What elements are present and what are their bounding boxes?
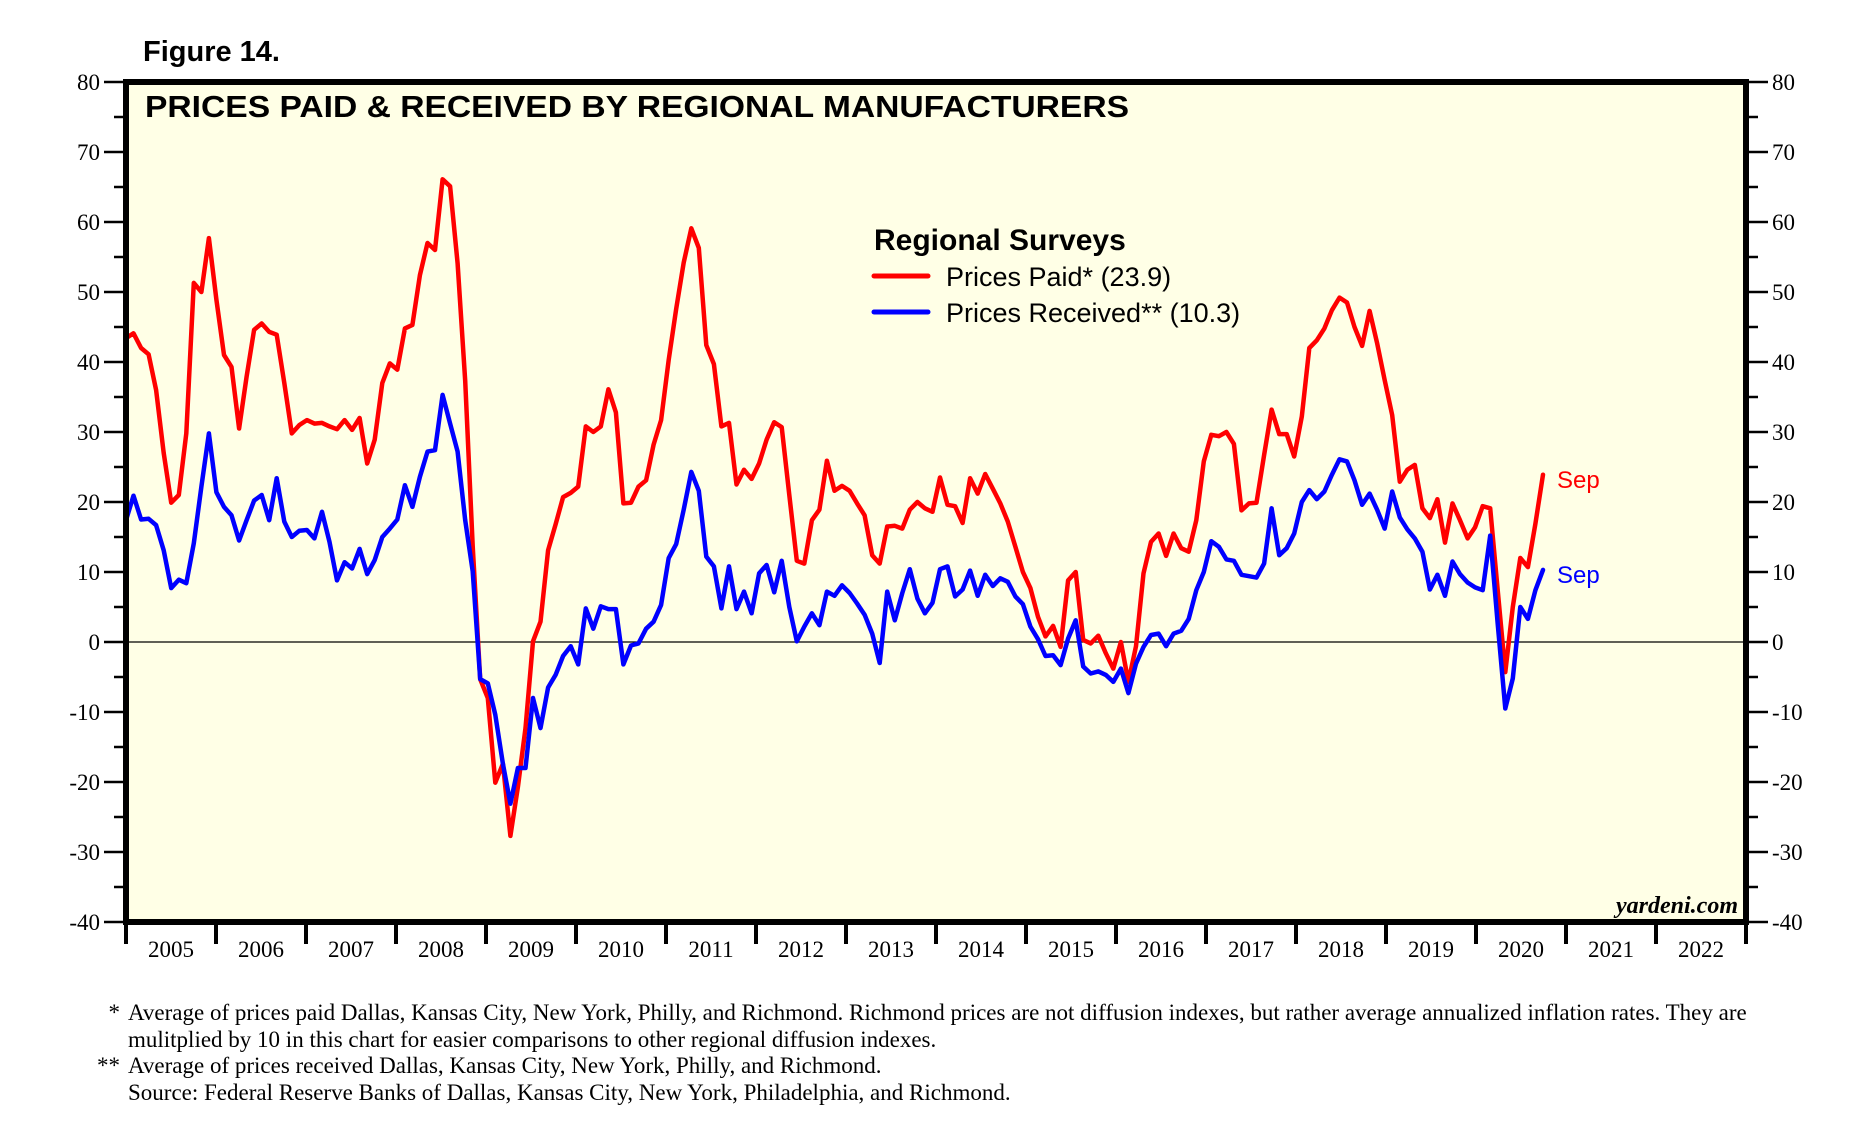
- legend: Regional Surveys Prices Paid* (23.9) Pri…: [871, 224, 1240, 328]
- y-tick-label-left: 70: [77, 140, 100, 165]
- legend-title: Regional Surveys: [874, 224, 1126, 257]
- x-tick-label: 2017: [1228, 937, 1274, 962]
- x-tick-label: 2018: [1318, 937, 1364, 962]
- footnote-mark: *: [108, 1000, 121, 1025]
- y-tick-label-left: 10: [77, 560, 100, 585]
- legend-label-prices-received: Prices Received** (10.3): [946, 298, 1240, 328]
- x-tick-label: 2012: [778, 937, 824, 962]
- y-axis-right: 80 70 60 50 40 30 20 10 0 -10 -20 -30 -40: [1746, 70, 1803, 935]
- legend-label-prices-paid: Prices Paid* (23.9): [946, 262, 1171, 292]
- y-tick-label-right: -10: [1772, 700, 1803, 725]
- x-tick-label: 2013: [868, 937, 914, 962]
- y-tick-label-left: 60: [77, 210, 100, 235]
- x-tick-label: 2019: [1408, 937, 1454, 962]
- y-tick-label-left: 80: [77, 70, 100, 95]
- series-layer: [123, 177, 1546, 839]
- y-tick-label-right: 80: [1772, 70, 1795, 95]
- y-tick-label-right: 30: [1772, 420, 1795, 445]
- x-tick-label: 2008: [418, 937, 464, 962]
- y-tick-label-left: -30: [69, 840, 100, 865]
- y-tick-label-right: 50: [1772, 280, 1795, 305]
- x-axis: 2005 2006 2007 2008 2009 2010 2011 2012 2013 2014…: [124, 922, 1748, 962]
- source-credit: yardeni.com: [1613, 893, 1738, 919]
- y-tick-label-right: -20: [1772, 770, 1803, 795]
- figure-label: Figure 14.: [143, 36, 280, 68]
- x-tick-label: 2010: [598, 937, 644, 962]
- x-tick-label: 2015: [1048, 937, 1094, 962]
- footnote-mark: [0, 1080, 128, 1107]
- chart-title: PRICES PAID & RECEIVED BY REGIONAL MANUF…: [145, 89, 1129, 124]
- footnote-text: Average of prices paid Dallas, Kansas Ci…: [128, 1000, 1747, 1052]
- x-tick-label: 2011: [688, 937, 733, 962]
- y-tick-label-left: 30: [77, 420, 100, 445]
- x-tick-label: 2006: [238, 937, 284, 962]
- x-tick-label: 2021: [1588, 937, 1634, 962]
- y-tick-label-left: 50: [77, 280, 100, 305]
- x-tick-label: 2020: [1498, 937, 1544, 962]
- y-tick-label-right: 20: [1772, 490, 1795, 515]
- x-tick-label: 2005: [148, 937, 194, 962]
- y-tick-label-right: 40: [1772, 350, 1795, 375]
- y-axis-left: 80 70 60 50 40 30 20 10 0 -10 -20 -30 -40: [69, 70, 126, 935]
- y-tick-label-right: 10: [1772, 560, 1795, 585]
- footnotes: * Average of prices paid Dallas, Kansas …: [0, 1000, 1862, 1106]
- x-tick-label: 2007: [328, 937, 374, 962]
- y-tick-label-left: 40: [77, 350, 100, 375]
- footnote-text: Source: Federal Reserve Banks of Dallas,…: [128, 1079, 1011, 1105]
- footnote: ** Average of prices received Dallas, Ka…: [0, 1053, 1862, 1080]
- footnote-text: Average of prices received Dallas, Kansa…: [128, 1053, 882, 1078]
- y-tick-label-left: -20: [69, 770, 100, 795]
- footnote-mark: **: [97, 1053, 120, 1078]
- end-label-prices-paid: Sep: [1557, 467, 1600, 494]
- y-tick-label-left: -10: [69, 700, 100, 725]
- end-label-prices-received: Sep: [1557, 562, 1600, 589]
- y-tick-label-left: 0: [89, 630, 101, 655]
- y-tick-label-right: 60: [1772, 210, 1795, 235]
- x-tick-label: 2014: [958, 937, 1005, 962]
- x-tick-label: 2016: [1138, 937, 1184, 962]
- plot-frame: [123, 79, 1749, 925]
- y-tick-label-right: -40: [1772, 910, 1803, 935]
- footnote-source: Source: Federal Reserve Banks of Dallas,…: [0, 1080, 1862, 1107]
- x-tick-label: 2022: [1678, 937, 1724, 962]
- footnote: * Average of prices paid Dallas, Kansas …: [0, 1000, 1862, 1053]
- series-line-prices-paid: [123, 177, 1546, 839]
- y-tick-label-right: -30: [1772, 840, 1803, 865]
- y-tick-label-left: -40: [69, 910, 100, 935]
- y-tick-label-left: 20: [77, 490, 100, 515]
- series-line-prices-received: [123, 392, 1546, 806]
- x-tick-label: 2009: [508, 937, 554, 962]
- y-tick-label-right: 0: [1772, 630, 1784, 655]
- y-tick-label-right: 70: [1772, 140, 1795, 165]
